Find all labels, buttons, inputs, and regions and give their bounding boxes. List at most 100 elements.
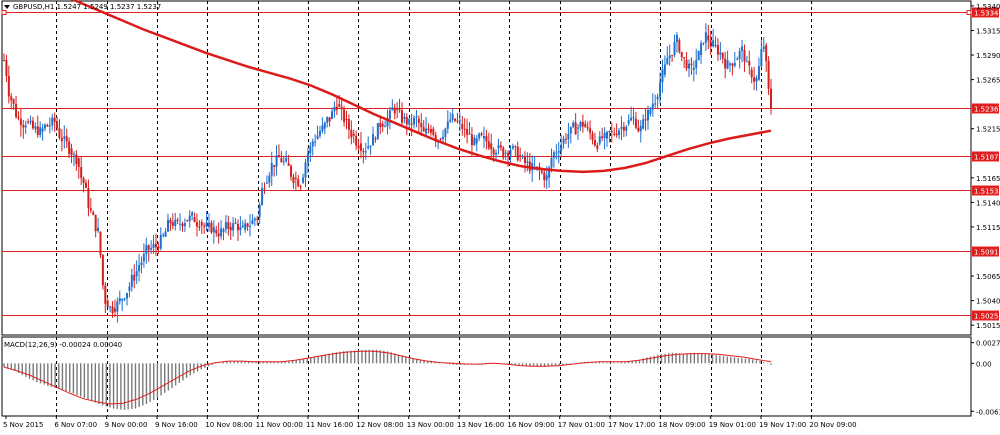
macd-header: MACD(12,26,9) -0.00024 0.00040 (4, 341, 122, 349)
candle-body (24, 125, 27, 128)
candle (229, 222, 232, 241)
candle-body (564, 138, 567, 140)
candle-body (760, 48, 763, 67)
candle-body (384, 126, 387, 128)
time-label: 6 Nov 07:00 (54, 421, 97, 429)
candle (519, 147, 522, 162)
candle (212, 220, 215, 244)
time-axis: 5 Nov 2015 6 Nov 07:00 9 Nov 00:00 9 Nov 16… (3, 416, 857, 429)
candle-body (167, 219, 170, 232)
candle (113, 299, 116, 317)
candle (372, 126, 375, 146)
candle-body (680, 51, 683, 58)
candle-body (222, 229, 225, 232)
candle (724, 51, 727, 79)
macd-axis: 0.00275 0.00 -0.00637 (971, 340, 1000, 416)
candle-body (128, 286, 131, 291)
candle-body (666, 58, 669, 65)
candle-body (104, 285, 107, 304)
candle-body (138, 265, 141, 272)
candle (721, 52, 724, 64)
candle (456, 113, 459, 124)
candle-body (285, 157, 288, 162)
candle-body (487, 141, 490, 149)
candle-body (89, 208, 92, 211)
candle (659, 72, 662, 104)
dropdown-arrow-icon[interactable] (4, 5, 10, 9)
candle-body (511, 146, 514, 149)
symbol-header: GBPUSD,H1 1.5247 1.5249 1.5237 1.5237 (4, 3, 161, 11)
candle (687, 59, 690, 78)
candle-body (393, 107, 396, 114)
candle-body (644, 119, 647, 121)
candle (101, 254, 104, 290)
candle-body (355, 135, 358, 146)
candle (646, 105, 649, 130)
candle (381, 120, 384, 133)
candle-body (27, 121, 30, 123)
candle (24, 120, 27, 134)
candle (511, 143, 514, 151)
candle-body (208, 222, 211, 227)
candle (343, 105, 346, 127)
candle (678, 37, 681, 54)
candle (634, 111, 637, 130)
candle-body (309, 146, 312, 154)
candle-body (497, 145, 500, 149)
candle (642, 114, 645, 130)
candle (314, 134, 317, 147)
candle (292, 173, 295, 189)
candle (668, 44, 671, 66)
candle (463, 118, 466, 138)
candle (398, 98, 401, 113)
candle (345, 110, 348, 130)
candle (193, 212, 196, 223)
candle-body (159, 234, 162, 249)
candle-body (36, 126, 39, 135)
moving-average (70, 0, 772, 174)
candle-body (118, 298, 121, 302)
level-badge (972, 103, 999, 114)
candle-body (162, 234, 165, 236)
level-label: 1.5236 (974, 106, 999, 114)
horizontal-levels: 1.5334 1.5236 1.5187 1.5153 1.5091 1.5025 (1, 7, 999, 321)
candle-body (620, 126, 623, 129)
candle-body (31, 120, 34, 129)
candle (475, 135, 478, 152)
candle (239, 216, 242, 236)
candle (480, 131, 483, 137)
candle (719, 42, 722, 61)
time-label: 19 Nov 01:00 (709, 421, 756, 429)
candle-body (557, 151, 560, 153)
candle (126, 292, 129, 306)
candle (584, 120, 587, 128)
candle (598, 131, 601, 146)
candle (179, 213, 182, 231)
candle-body (374, 138, 377, 140)
candle-body (46, 124, 49, 127)
candle-body (574, 122, 577, 135)
candle-body (495, 152, 498, 155)
candle (176, 217, 179, 225)
candle-body (634, 118, 637, 128)
candle-body (724, 58, 727, 69)
candle-body (188, 215, 191, 222)
candle (504, 149, 507, 161)
candle (347, 114, 350, 140)
candle (656, 93, 659, 110)
candle-body (434, 135, 437, 142)
candle-body (618, 130, 621, 136)
candle-body (113, 308, 116, 312)
candle (579, 120, 582, 132)
candle (222, 227, 225, 241)
candle (767, 56, 770, 95)
candle (290, 164, 293, 181)
candle-body (603, 132, 606, 139)
candle (750, 66, 753, 84)
candle (550, 148, 553, 173)
candle (140, 256, 143, 274)
candle-body (767, 61, 770, 89)
candle-body (439, 138, 442, 140)
candle (277, 144, 280, 158)
